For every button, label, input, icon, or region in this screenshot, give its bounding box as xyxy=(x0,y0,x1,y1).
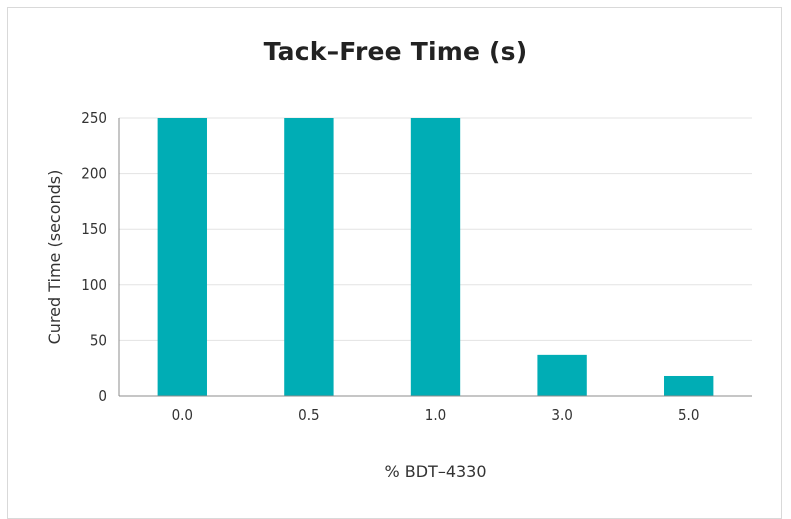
y-tick-label: 200 xyxy=(81,165,107,183)
axes xyxy=(118,118,752,397)
x-tick-label: 0.5 xyxy=(298,406,319,424)
x-axis-label: % BDT–4330 xyxy=(384,462,486,481)
bar xyxy=(410,118,461,396)
bar xyxy=(537,354,587,396)
bar xyxy=(284,118,334,396)
bars xyxy=(157,118,714,396)
x-tick-label: 0.0 xyxy=(172,406,193,424)
y-tick-label: 50 xyxy=(90,331,107,349)
y-tick-label: 150 xyxy=(81,220,107,238)
y-tick-label: 250 xyxy=(81,109,107,127)
y-tick-label: 100 xyxy=(81,276,107,294)
x-tick-label: 5.0 xyxy=(678,406,699,424)
bar xyxy=(157,118,207,396)
chart-frame xyxy=(7,7,782,519)
bar xyxy=(664,375,714,396)
chart-title: Tack–Free Time (s) xyxy=(263,37,528,66)
y-axis-label: Cured Time (seconds) xyxy=(45,170,64,345)
x-tick-label: 1.0 xyxy=(425,406,446,424)
y-tick-label: 0 xyxy=(98,387,107,405)
tick-labels: 0 50 100 150 200 250 0.0 0.5 1.0 3.0 5.0 xyxy=(81,109,699,424)
x-tick-label: 3.0 xyxy=(551,406,572,424)
